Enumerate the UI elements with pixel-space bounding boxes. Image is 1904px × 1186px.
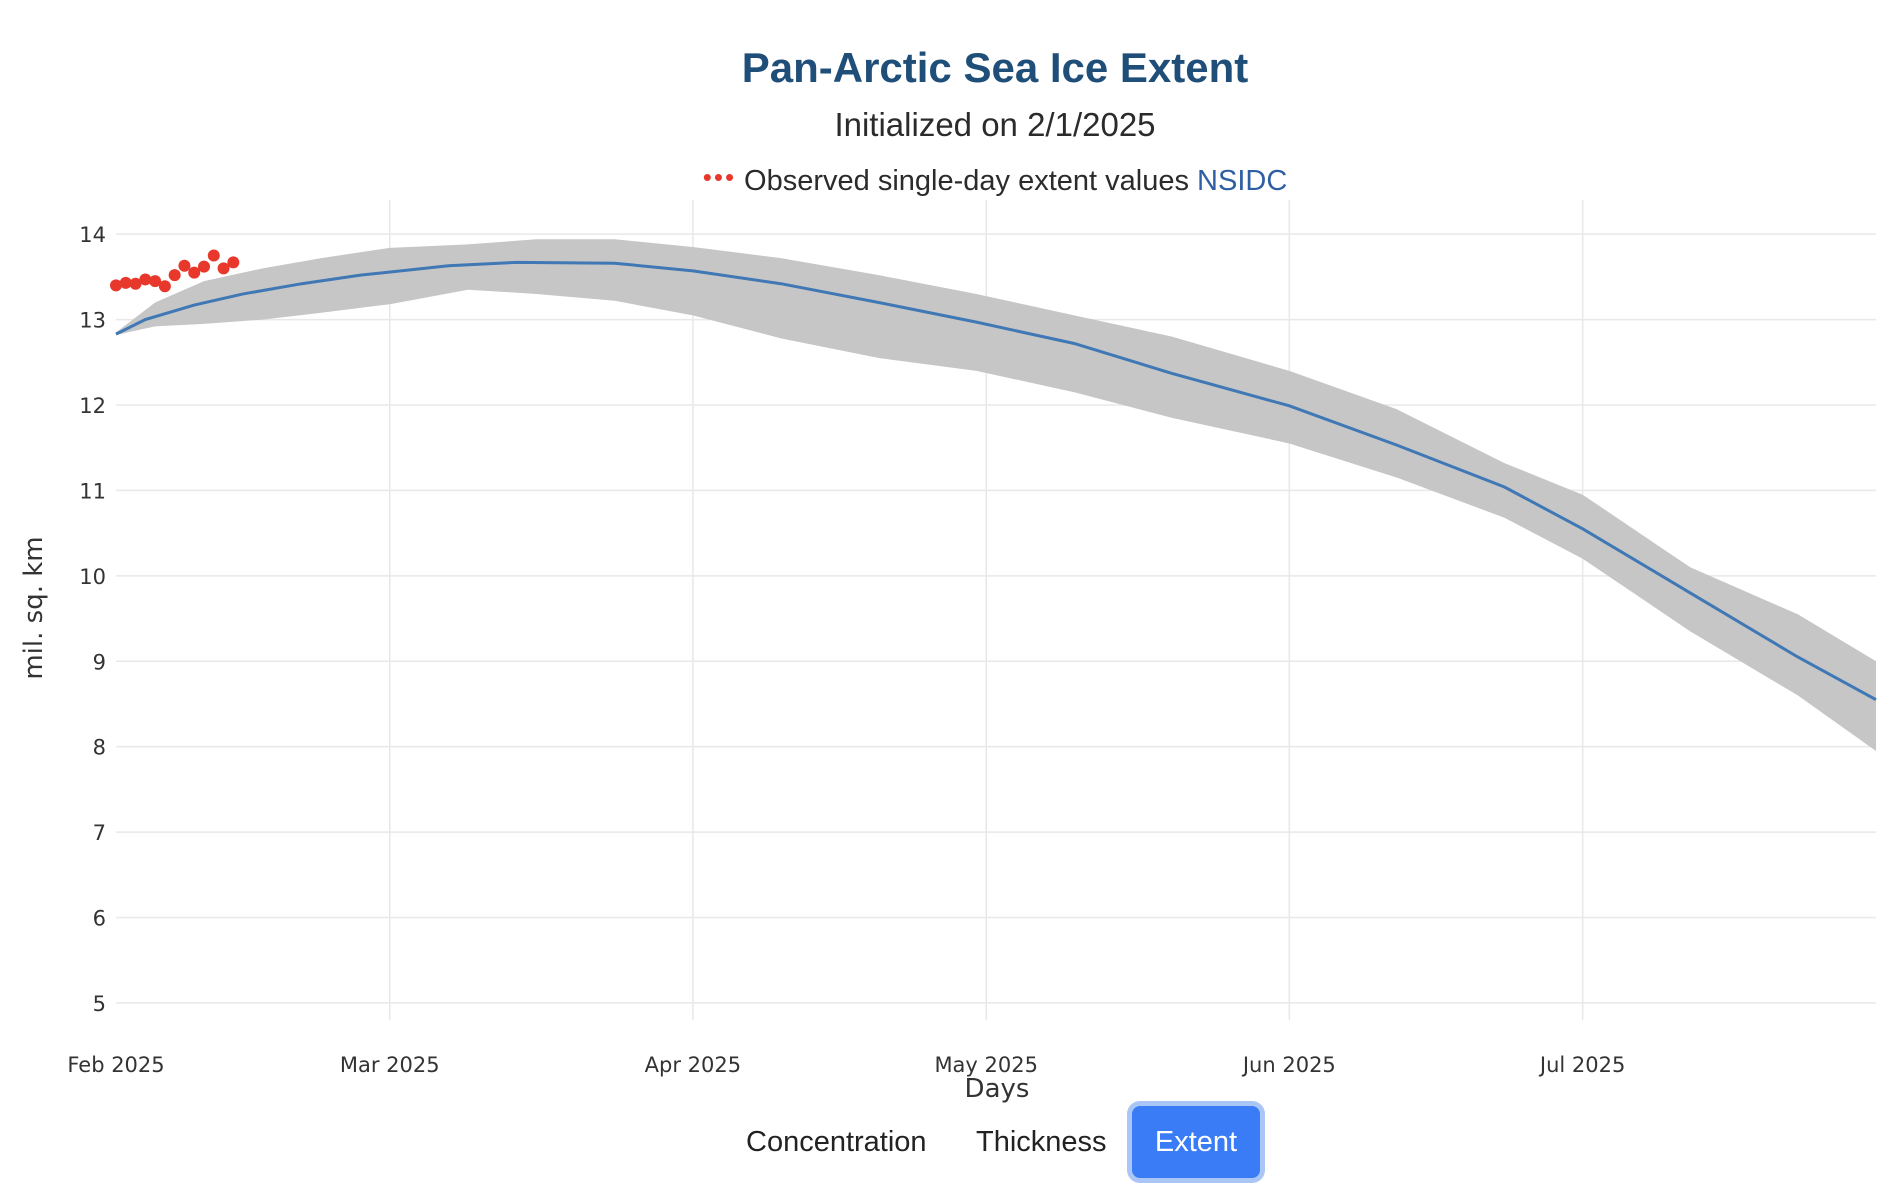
y-tick-label: 12: [79, 394, 106, 418]
observed-point: [119, 276, 132, 289]
y-tick-label: 10: [79, 565, 106, 589]
y-tick-label: 14: [79, 223, 106, 247]
observed-point: [178, 259, 191, 272]
observed-point: [198, 260, 210, 273]
y-axis-title: mil. sq. km: [19, 536, 49, 679]
x-axis-ticks: Feb 2025 Mar 2025 Apr 2025 May 2025 Jun 2025…: [67, 1053, 1625, 1077]
x-axis-title: Days: [965, 1074, 1030, 1104]
range-band-area: [116, 239, 1876, 751]
observed-point: [139, 273, 152, 286]
x-tick-label: Apr 2025: [645, 1053, 741, 1077]
x-tick-label: Jul 2025: [1538, 1053, 1625, 1077]
tab-concentration[interactable]: Concentration: [746, 1106, 927, 1178]
observed-point: [168, 269, 181, 282]
y-tick-label: 8: [93, 736, 106, 760]
observed-point: [217, 262, 230, 275]
forecast-mean-line: [115, 260, 1877, 702]
observed-point: [158, 280, 171, 293]
y-tick-label: 5: [93, 992, 106, 1016]
y-tick-label: 13: [79, 309, 106, 333]
x-tick-label: Jun 2025: [1241, 1053, 1336, 1077]
range-band: [116, 239, 1876, 751]
x-tick-label: May 2025: [934, 1053, 1038, 1077]
observed-point: [129, 277, 142, 290]
view-tabs: Concentration Thickness Extent: [0, 1106, 1904, 1178]
y-axis-ticks: 5 6 7 8 9 10 11 12 13 14: [79, 223, 106, 1016]
chart-title: Pan-Arctic Sea Ice Extent: [741, 44, 1249, 91]
tab-thickness[interactable]: Thickness: [976, 1106, 1107, 1178]
y-tick-label: 7: [93, 821, 106, 845]
legend-marker-icon: •••: [702, 162, 737, 192]
observed-point: [188, 266, 201, 279]
grid: [116, 200, 1876, 1020]
y-tick-label: 9: [93, 650, 106, 674]
legend-source-link[interactable]: NSIDC: [1197, 165, 1288, 197]
y-tick-label: 6: [93, 907, 106, 931]
x-tick-label: Feb 2025: [67, 1053, 164, 1077]
observed-point: [227, 256, 240, 269]
y-tick-label: 11: [79, 479, 106, 503]
forecast-line: [115, 260, 1877, 702]
tab-extent[interactable]: Extent: [1132, 1106, 1260, 1178]
chart-subtitle: Initialized on 2/1/2025: [834, 106, 1156, 143]
observed-point: [207, 249, 220, 262]
legend: ••• Observed single-day extent values NSI…: [0, 162, 1904, 198]
x-tick-label: Mar 2025: [340, 1053, 440, 1077]
observed-point: [149, 275, 162, 288]
legend-label: Observed single-day extent values: [744, 165, 1189, 197]
observed-points: [110, 249, 240, 293]
observed-point: [110, 279, 122, 292]
